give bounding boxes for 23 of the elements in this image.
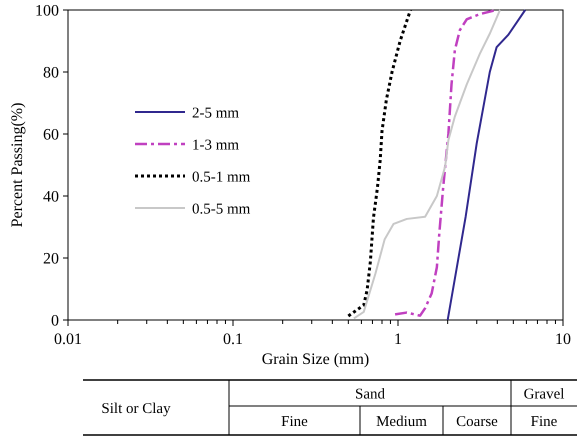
y-tick-label: 60 — [43, 126, 59, 144]
y-tick-label: 20 — [43, 250, 59, 268]
text: Sand — [355, 386, 386, 402]
y-tick-label: 40 — [43, 188, 59, 206]
x-tick-label: 0.1 — [223, 331, 243, 348]
text: Gravel — [524, 386, 564, 402]
x-tick-label: 0.01 — [54, 331, 82, 348]
y-tick-label: 80 — [43, 64, 59, 82]
legend-label: 0.5-1 mm — [192, 169, 251, 186]
legend-label: 2-5 mm — [192, 105, 240, 122]
text: Fine — [281, 414, 308, 430]
y-tick-label: 0 — [51, 312, 59, 330]
y-tick-label: 100 — [35, 2, 59, 20]
text: Silt or Clay — [101, 400, 172, 417]
text: Fine — [530, 414, 558, 430]
text: Medium — [376, 414, 428, 430]
x-tick-label: 10 — [555, 331, 571, 348]
x-tick-label: 1 — [394, 331, 402, 348]
text: Coarse — [456, 414, 498, 430]
legend-label: 1-3 mm — [192, 137, 240, 154]
x-axis-title: Grain Size (mm) — [262, 351, 370, 368]
legend-label: 0.5-5 mm — [192, 201, 251, 218]
y-axis-title: Percent Passing(%) — [9, 102, 26, 228]
